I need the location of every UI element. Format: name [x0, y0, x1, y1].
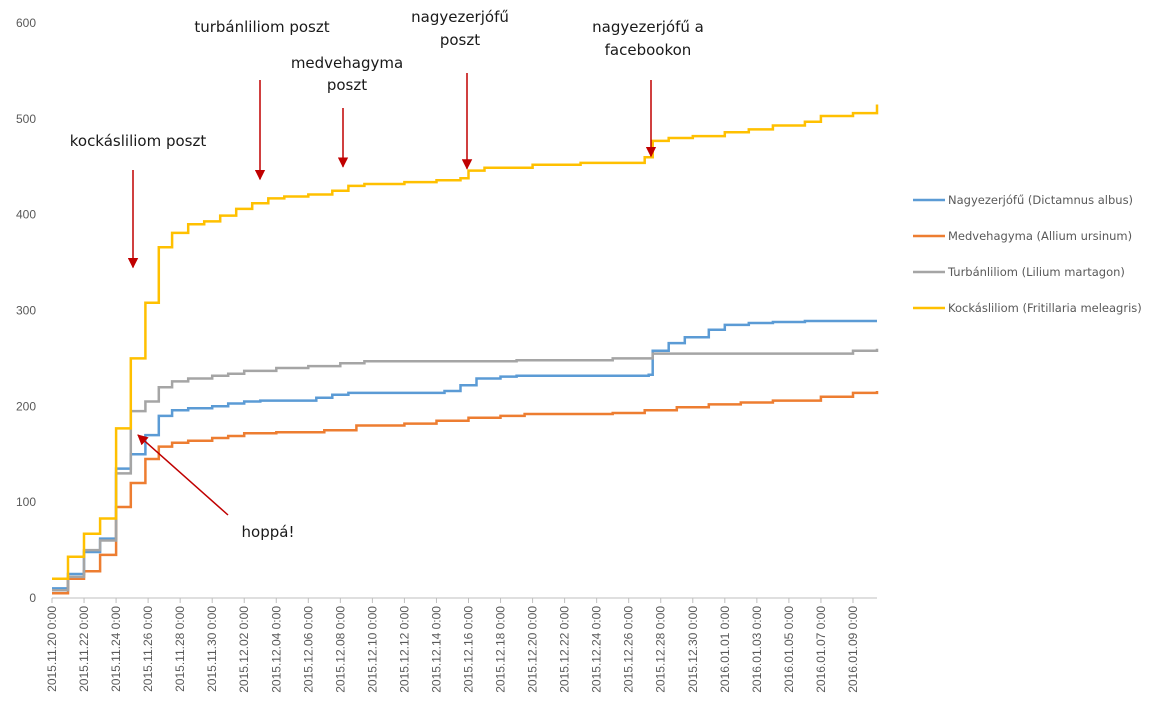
annotation-nagyezer: nagyezerjófű poszt — [411, 8, 509, 170]
x-tick-label: 2016.01.09 0:00 — [846, 606, 860, 693]
annotation-text: poszt — [327, 76, 367, 94]
annotation-text: nagyezerjófű a — [592, 18, 704, 36]
x-tick-label: 2015.12.12 0:00 — [397, 606, 411, 693]
y-tick-label: 0 — [29, 591, 36, 605]
x-tick-label: 2015.12.18 0:00 — [494, 606, 508, 693]
y-tick-label: 500 — [16, 112, 36, 126]
x-tick-label: 2015.11.30 0:00 — [205, 606, 219, 692]
x-axis: 2015.11.20 0:00 2015.11.22 0:00 2015.11.24… — [45, 597, 877, 693]
annotation-text: nagyezerjófű — [411, 8, 509, 26]
x-tick-label: 2015.12.26 0:00 — [622, 606, 636, 693]
legend-item: Turbánliliom (Lilium martagon) — [913, 265, 1125, 279]
annotation-facebook: nagyezerjófű a facebookon — [592, 18, 704, 158]
annotation-medve: medvehagyma poszt — [291, 54, 403, 168]
annotation-text: facebookon — [605, 41, 692, 59]
x-tick-label: 2015.12.06 0:00 — [301, 606, 315, 693]
series-line-3 — [52, 104, 879, 581]
x-tick-label: 2015.12.30 0:00 — [686, 606, 700, 693]
legend-item: Kockásliliom (Fritillaria meleagris) — [913, 301, 1142, 315]
legend-item: Nagyezerjófű (Dictamnus albus) — [913, 193, 1133, 207]
x-tick-label: 2015.12.02 0:00 — [237, 606, 251, 693]
annotation-text: hoppá! — [242, 523, 295, 541]
y-axis: 0 100 200 300 400 500 600 — [16, 16, 36, 605]
annotation-arrow — [137, 434, 229, 516]
y-tick-label: 200 — [16, 399, 36, 413]
annotation-text: turbánliliom poszt — [194, 18, 329, 36]
y-tick-label: 100 — [16, 495, 36, 509]
x-tick-label: 2015.11.20 0:00 — [45, 606, 59, 692]
y-tick-label: 400 — [16, 208, 36, 222]
x-tick-label: 2015.11.22 0:00 — [77, 606, 91, 692]
legend-label: Nagyezerjófű (Dictamnus albus) — [948, 193, 1133, 207]
legend-label: Kockásliliom (Fritillaria meleagris) — [948, 301, 1142, 315]
x-tick-label: 2015.12.14 0:00 — [429, 606, 443, 693]
x-tick-label: 2016.01.07 0:00 — [814, 606, 828, 693]
legend-label: Turbánliliom (Lilium martagon) — [947, 265, 1125, 279]
y-tick-label: 300 — [16, 304, 36, 318]
series-line-0 — [52, 319, 877, 590]
x-tick-label: 2016.01.03 0:00 — [750, 606, 764, 693]
annotation-layer: kockásliliom poszt turbánliliom poszt medv… — [70, 8, 704, 541]
annotation-turban: turbánliliom poszt — [194, 18, 330, 181]
x-tick-label: 2015.12.24 0:00 — [590, 606, 604, 693]
x-tick-label: 2015.12.10 0:00 — [365, 606, 379, 693]
x-tick-label: 2015.11.26 0:00 — [141, 606, 155, 692]
x-tick-label: 2015.11.28 0:00 — [173, 606, 187, 692]
x-tick-label: 2015.12.20 0:00 — [526, 606, 540, 693]
annotation-text: medvehagyma — [291, 54, 403, 72]
x-tick-label: 2015.12.04 0:00 — [269, 606, 283, 693]
x-tick-label: 2015.12.08 0:00 — [333, 606, 347, 693]
legend-label: Medvehagyma (Allium ursinum) — [948, 229, 1132, 243]
legend: Nagyezerjófű (Dictamnus albus) Medvehagym… — [913, 193, 1142, 315]
annotation-text: kockásliliom poszt — [70, 132, 207, 150]
annotation-text: poszt — [440, 31, 480, 49]
series-line-1 — [52, 391, 879, 595]
x-tick-label: 2016.01.05 0:00 — [782, 606, 796, 693]
x-tick-label: 2015.12.28 0:00 — [654, 606, 668, 693]
annotation-kockas: kockásliliom poszt — [70, 132, 207, 269]
x-tick-label: 2015.12.16 0:00 — [462, 606, 476, 693]
series-layer — [52, 104, 879, 595]
legend-item: Medvehagyma (Allium ursinum) — [913, 229, 1132, 243]
y-tick-label: 600 — [16, 16, 36, 30]
x-tick-label: 2015.11.24 0:00 — [109, 606, 123, 692]
annotation-hoppa: hoppá! — [137, 434, 295, 541]
series-line-2 — [52, 348, 879, 592]
x-tick-label: 2016.01.01 0:00 — [718, 606, 732, 693]
x-tick-label: 2015.12.22 0:00 — [558, 606, 572, 693]
